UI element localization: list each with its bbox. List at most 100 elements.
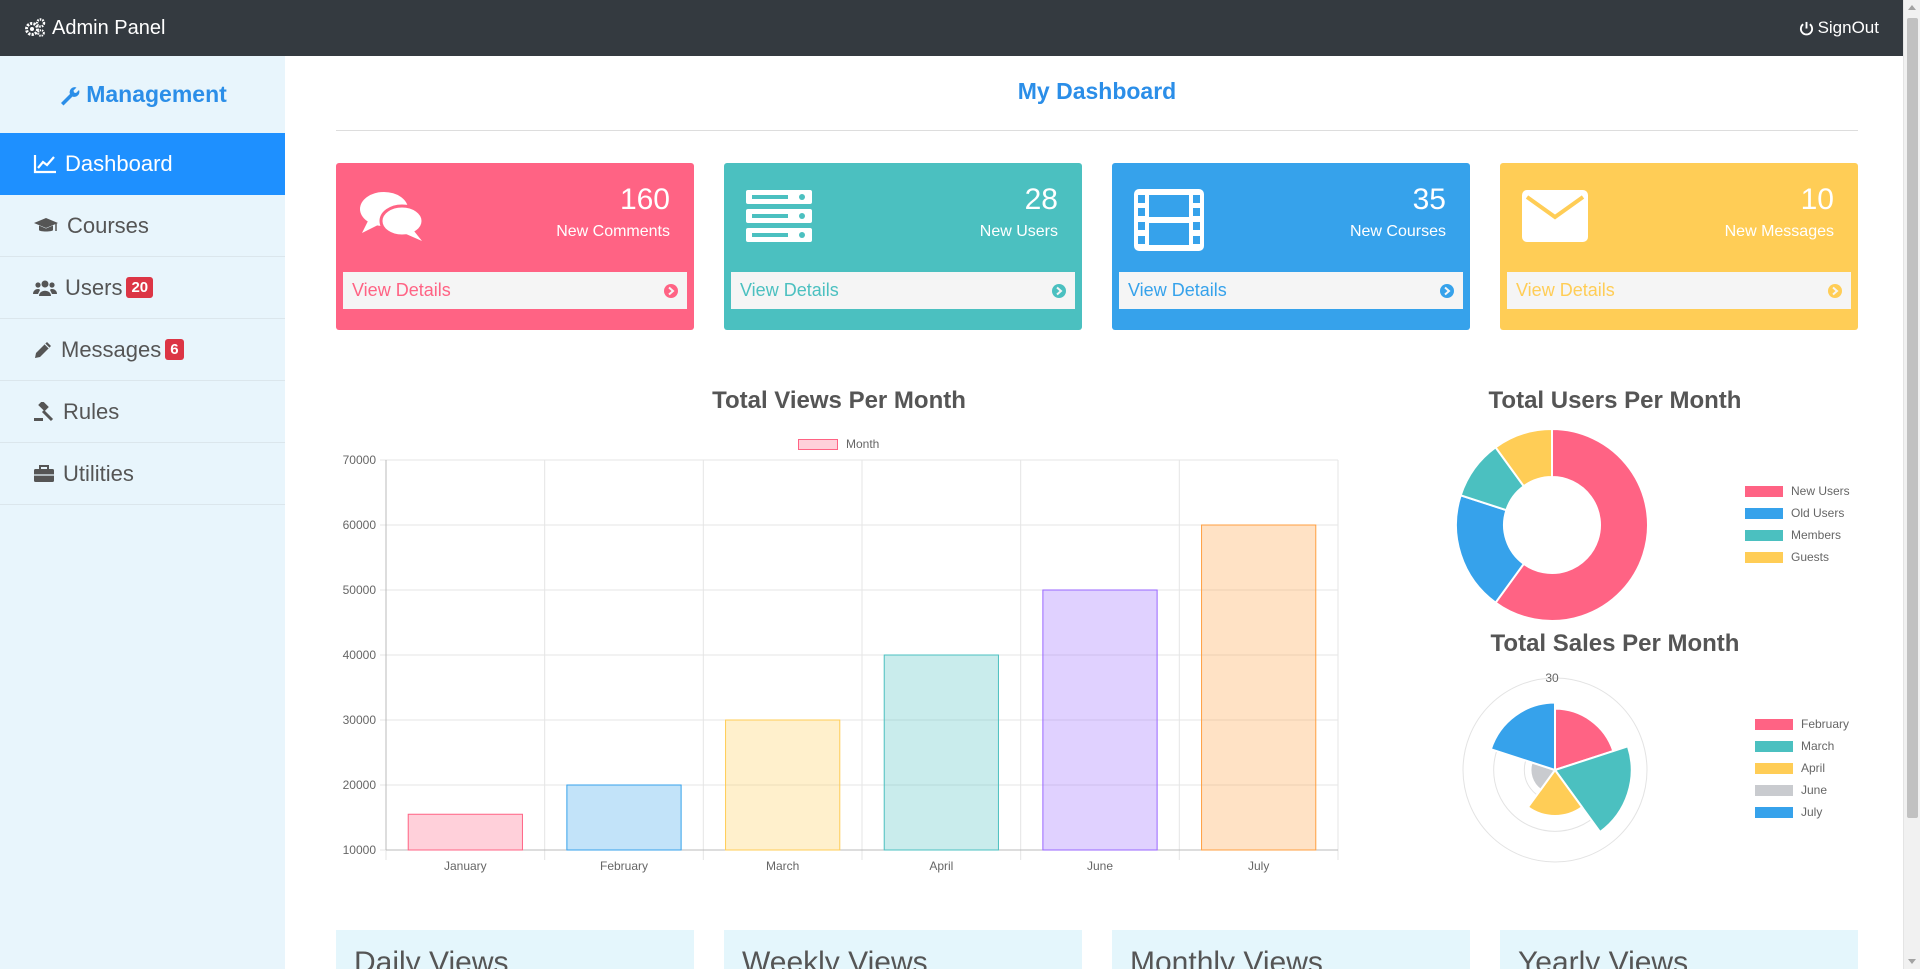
views-bar-chart: 70000 60000 50000 40000 30000 20000 10000 Janua…	[343, 453, 1339, 873]
pencil-icon	[35, 341, 51, 358]
legend-label: July	[1801, 805, 1823, 819]
stat-card-comments: 160 New Comments View Details	[336, 163, 694, 330]
stat-label: New Messages	[1724, 223, 1834, 240]
cogs-icon	[25, 18, 46, 37]
y-tick-label: 20000	[343, 778, 377, 792]
stat-label: New Users	[979, 223, 1058, 240]
view-details-label: View Details	[1128, 280, 1227, 300]
legend-swatch	[1745, 551, 1783, 563]
signout-label: SignOut	[1817, 18, 1879, 37]
x-tick-label: April	[929, 859, 953, 873]
wrench-icon	[61, 86, 80, 105]
page-title: My Dashboard	[1017, 78, 1177, 104]
signout-button[interactable]: SignOut	[1799, 18, 1879, 38]
envelope-icon	[1522, 190, 1588, 242]
view-details-label: View Details	[740, 280, 839, 300]
top-navbar: Admin Panel SignOut	[0, 0, 1903, 56]
stat-count: 35	[1412, 183, 1446, 216]
legend-item[interactable]: Members	[1745, 528, 1841, 542]
legend-item[interactable]: March	[1755, 739, 1834, 753]
briefcase-icon	[34, 464, 54, 482]
legend-swatch	[1745, 507, 1783, 519]
sidebar-item-rules[interactable]: Rules	[0, 381, 285, 443]
legend-swatch	[1755, 762, 1793, 774]
monthly-views-card: Monthly Views	[1112, 930, 1470, 969]
view-details-button[interactable]: View Details	[1507, 272, 1851, 309]
y-tick-label: 50000	[343, 583, 377, 597]
scrollbar-thumb[interactable]	[1907, 18, 1918, 818]
legend-label: June	[1801, 783, 1828, 797]
legend-label: Old Users	[1791, 506, 1845, 520]
stat-count: 160	[619, 183, 670, 216]
polar-slice	[1553, 745, 1633, 834]
legend-item[interactable]: Guests	[1745, 550, 1829, 564]
legend-swatch	[798, 438, 838, 450]
view-details-button[interactable]: View Details	[731, 272, 1075, 309]
sidebar-item-label: Courses	[67, 212, 149, 238]
scroll-down-arrow[interactable]	[1908, 959, 1916, 964]
bar	[1201, 524, 1317, 851]
comments-icon	[360, 192, 425, 241]
card-title: Monthly Views	[1130, 946, 1323, 969]
legend-swatch	[1755, 718, 1793, 730]
stat-card-users: 28 New Users View Details	[724, 163, 1082, 330]
view-details-button[interactable]: View Details	[343, 272, 687, 309]
view-details-label: View Details	[1516, 280, 1615, 300]
polar-slice	[1489, 701, 1556, 772]
bar	[725, 719, 841, 851]
stat-label: New Courses	[1349, 223, 1446, 240]
doughnut-slice	[1494, 427, 1649, 622]
legend-item[interactable]: June	[1755, 783, 1827, 797]
sales-polar-chart: 30	[1462, 671, 1648, 863]
legend-item[interactable]: New Users	[1745, 484, 1850, 498]
page-scrollbar[interactable]	[1903, 0, 1920, 969]
legend-item[interactable]: July	[1755, 805, 1822, 819]
gavel-icon	[34, 401, 54, 421]
users-count-badge: 20	[126, 277, 154, 298]
sidebar-item-dashboard[interactable]: Dashboard	[0, 133, 285, 195]
polar-ring	[1462, 677, 1648, 863]
radial-tick-label: 30	[1545, 671, 1559, 685]
messages-count-badge: 6	[165, 339, 184, 360]
x-tick-label: January	[444, 859, 487, 873]
arrow-circle-right-icon	[1440, 283, 1454, 298]
stat-card-messages: 10 New Messages View Details	[1500, 163, 1858, 330]
legend-item[interactable]: April	[1755, 761, 1825, 775]
view-details-label: View Details	[352, 280, 451, 300]
daily-views-card: Daily Views	[336, 930, 694, 969]
bar	[1042, 589, 1158, 851]
y-tick-label: 30000	[343, 713, 377, 727]
sidebar: Management Dashboard Courses Users 20	[0, 56, 285, 969]
legend-item[interactable]: February	[1755, 717, 1849, 731]
stat-card-courses: 35 New Courses View Details	[1112, 163, 1470, 330]
doughnut-chart-title: Total Users Per Month	[1488, 387, 1742, 414]
polar-chart-title: Total Sales Per Month	[1490, 630, 1740, 657]
card-title: Weekly Views	[742, 946, 928, 969]
view-details-button[interactable]: View Details	[1119, 272, 1463, 309]
bar	[883, 654, 999, 851]
bar-chart-legend[interactable]: Month	[798, 437, 879, 451]
weekly-views-card: Weekly Views	[724, 930, 1082, 969]
sidebar-item-courses[interactable]: Courses	[0, 195, 285, 257]
users-icon	[33, 280, 57, 296]
sidebar-item-messages[interactable]: Messages 6	[0, 319, 285, 381]
users-doughnut-chart	[1455, 427, 1649, 622]
arrow-circle-right-icon	[1052, 283, 1066, 298]
scroll-up-arrow[interactable]	[1908, 5, 1916, 10]
server-icon	[746, 190, 812, 242]
brand-label: Admin Panel	[52, 16, 166, 39]
arrow-circle-right-icon	[664, 283, 678, 298]
sidebar-item-users[interactable]: Users 20	[0, 257, 285, 319]
stat-count: 10	[1800, 183, 1834, 216]
x-tick-label: February	[600, 859, 648, 873]
legend-label: February	[1801, 717, 1850, 731]
sidebar-title-label: Management	[86, 81, 227, 107]
y-tick-label: 70000	[343, 453, 377, 467]
brand[interactable]: Admin Panel	[24, 17, 165, 40]
legend-item[interactable]: Old Users	[1745, 506, 1844, 520]
legend-label: April	[1801, 761, 1826, 775]
card-title: Daily Views	[354, 946, 509, 969]
line-chart-icon	[33, 154, 56, 173]
sidebar-item-utilities[interactable]: Utilities	[0, 443, 285, 505]
polar-slice	[1554, 707, 1615, 772]
